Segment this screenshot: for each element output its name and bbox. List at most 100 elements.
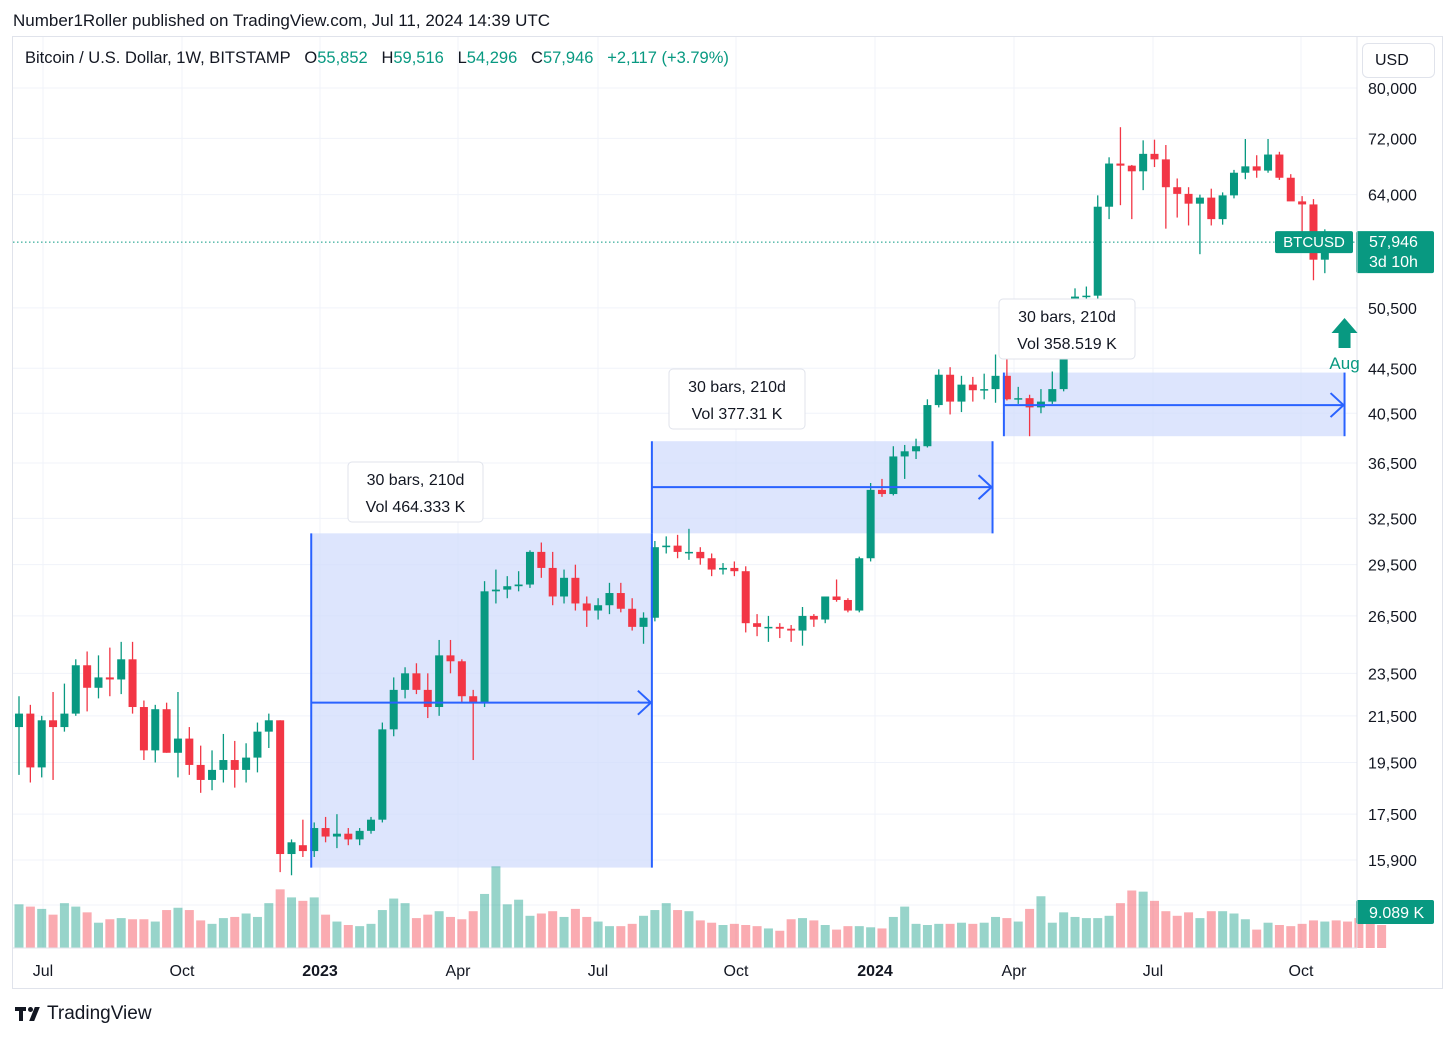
volume-bar bbox=[457, 919, 467, 948]
volume-bar bbox=[434, 911, 444, 948]
volume-bar bbox=[275, 889, 285, 948]
candle-body bbox=[423, 689, 432, 708]
candle-body bbox=[1002, 375, 1011, 400]
candle bbox=[242, 743, 251, 783]
candle-body bbox=[877, 489, 886, 495]
volume-bar bbox=[991, 916, 1001, 948]
volume-bar bbox=[389, 898, 399, 948]
candle-body bbox=[968, 384, 977, 391]
candle-body bbox=[162, 709, 171, 753]
candle bbox=[934, 369, 943, 408]
y-tick-label: 29,500 bbox=[1368, 558, 1417, 575]
candle-body bbox=[662, 545, 671, 548]
symbol-label[interactable]: Bitcoin / U.S. Dollar, 1W, BITSTAMP bbox=[25, 49, 291, 67]
candle-body bbox=[1298, 201, 1307, 205]
candle-body bbox=[310, 828, 319, 852]
candle-body bbox=[412, 673, 421, 690]
volume-bar bbox=[1172, 915, 1182, 948]
candle bbox=[128, 641, 137, 714]
candle-body bbox=[719, 567, 728, 570]
volume-bar bbox=[93, 922, 103, 948]
price-axis-tags: BTCUSD 57,946 3d 10h 9.089 K bbox=[13, 231, 1434, 924]
candle-body bbox=[332, 833, 341, 837]
candle-body bbox=[469, 696, 478, 703]
candle bbox=[480, 581, 489, 708]
candle bbox=[764, 615, 773, 642]
measure-label-volume: Vol 464.333 K bbox=[366, 499, 466, 516]
last-price-text: 57,946 bbox=[1369, 234, 1418, 251]
currency-button[interactable]: USD bbox=[1362, 43, 1435, 78]
candle bbox=[753, 614, 762, 637]
x-tick-label: Apr bbox=[446, 963, 472, 980]
x-axis: Jul Oct 2023 Apr Jul Oct 2024 Apr Jul Oct bbox=[13, 947, 1357, 980]
candle bbox=[105, 647, 114, 697]
tradingview-logo[interactable]: TradingView bbox=[15, 1003, 152, 1025]
tradingview-logo-icon bbox=[15, 1005, 41, 1023]
volume-bar bbox=[866, 927, 876, 948]
volume-bar bbox=[1025, 908, 1035, 948]
candle bbox=[628, 598, 637, 631]
candle bbox=[707, 553, 716, 577]
candle bbox=[173, 691, 182, 778]
candle-body bbox=[37, 720, 46, 768]
volume-bar bbox=[1240, 919, 1250, 948]
y-tick-label: 72,000 bbox=[1368, 131, 1417, 148]
y-tick-label: 40,500 bbox=[1368, 406, 1417, 423]
change-value: +2,117 (+3.79%) bbox=[607, 49, 729, 67]
volume-bar bbox=[695, 920, 705, 948]
candle bbox=[117, 641, 126, 695]
volume-bar bbox=[1286, 926, 1296, 948]
candle-body bbox=[1025, 398, 1034, 408]
candle bbox=[457, 659, 466, 703]
candle-body bbox=[60, 713, 69, 728]
up-arrow-icon bbox=[1331, 318, 1358, 348]
measure-label-box bbox=[347, 461, 484, 523]
candle bbox=[49, 691, 58, 780]
candle-body bbox=[26, 713, 35, 768]
volume-bar bbox=[1331, 920, 1341, 948]
candle-body bbox=[94, 677, 103, 688]
volume-bar bbox=[480, 893, 490, 948]
volume-bar bbox=[252, 916, 262, 948]
candle bbox=[525, 550, 534, 588]
symbol-tag-text: BTCUSD bbox=[1283, 234, 1345, 251]
candle-body bbox=[491, 589, 500, 592]
candle-body bbox=[525, 551, 534, 585]
volume-bar bbox=[797, 918, 807, 948]
volume-tag bbox=[1356, 900, 1434, 924]
volume-bar bbox=[809, 920, 819, 948]
candle-body bbox=[957, 384, 966, 402]
volume-bar bbox=[729, 923, 739, 948]
candle-body bbox=[1218, 195, 1227, 220]
volume-bar bbox=[1274, 925, 1284, 948]
candle-body bbox=[49, 720, 58, 728]
candle bbox=[809, 614, 818, 627]
volume-bar bbox=[1308, 920, 1318, 948]
volume-bar bbox=[752, 926, 762, 948]
candle bbox=[71, 659, 80, 716]
candle bbox=[730, 561, 739, 577]
volume-bar bbox=[287, 897, 297, 948]
candle-body bbox=[514, 584, 523, 587]
low-value: 54,296 bbox=[466, 49, 518, 67]
volume-bar bbox=[162, 910, 172, 948]
candle-body bbox=[287, 842, 296, 855]
high-label: H bbox=[381, 49, 394, 67]
volume-bar bbox=[355, 926, 365, 948]
candle bbox=[1218, 192, 1227, 225]
candle-body bbox=[730, 567, 739, 572]
volume-tag-text: 9.089 K bbox=[1369, 905, 1424, 922]
volume-bar bbox=[514, 899, 524, 948]
volume-bar bbox=[922, 925, 932, 948]
volume-bar bbox=[1115, 903, 1125, 948]
y-tick-label: 64,000 bbox=[1368, 188, 1417, 205]
candle bbox=[912, 438, 921, 460]
candle-body bbox=[582, 603, 591, 611]
candle bbox=[1048, 371, 1057, 404]
candle bbox=[1275, 151, 1284, 180]
volume-bar bbox=[230, 916, 240, 948]
candle bbox=[503, 576, 512, 599]
candle bbox=[1105, 157, 1114, 220]
candle-body bbox=[378, 729, 387, 820]
